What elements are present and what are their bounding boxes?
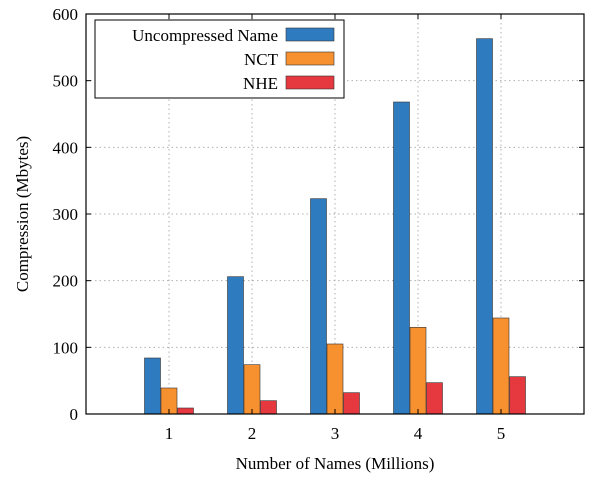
bar	[409, 327, 427, 415]
bar	[476, 38, 493, 415]
bar	[260, 400, 277, 415]
x-tick-label: 1	[165, 424, 174, 443]
x-axis-title: Number of Names (Millions)	[236, 454, 435, 473]
legend: Uncompressed Name NCT NHE	[94, 19, 345, 99]
y-tick-label: 0	[70, 405, 79, 424]
bar	[177, 407, 194, 415]
legend-label: Uncompressed Name	[132, 26, 278, 45]
bar	[227, 276, 244, 415]
y-tick-label: 100	[53, 338, 79, 357]
bars	[144, 38, 526, 415]
bar	[426, 382, 443, 415]
bar	[310, 198, 327, 415]
bar	[343, 392, 360, 415]
legend-label: NCT	[244, 50, 279, 69]
bar	[509, 376, 526, 415]
x-tick-label: 3	[331, 424, 340, 443]
x-tick-label: 4	[414, 424, 423, 443]
x-tick-label: 2	[248, 424, 257, 443]
y-axis: 0 100 200 300 400 500 600	[53, 5, 584, 424]
bar	[243, 364, 261, 415]
legend-swatch	[285, 27, 335, 42]
y-tick-label: 400	[53, 138, 79, 157]
legend-label: NHE	[243, 74, 278, 93]
bar	[144, 357, 161, 415]
bar	[326, 343, 344, 415]
y-tick-label: 300	[53, 205, 79, 224]
y-axis-title: Compression (Mbytes)	[13, 136, 32, 292]
bar	[492, 317, 510, 415]
legend-swatch	[285, 51, 335, 66]
x-tick-label: 5	[497, 424, 506, 443]
y-tick-label: 600	[53, 5, 79, 24]
bar	[393, 101, 410, 415]
x-axis: 1 2 3 4 5	[165, 14, 506, 443]
legend-swatch	[285, 75, 335, 90]
y-tick-label: 200	[53, 272, 79, 291]
y-tick-label: 500	[53, 72, 79, 91]
